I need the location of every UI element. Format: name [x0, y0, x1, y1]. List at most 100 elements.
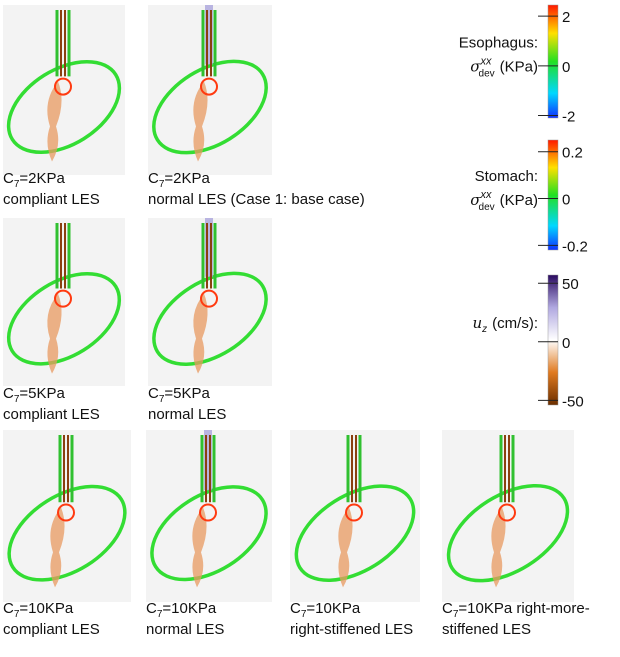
les-bulb	[57, 503, 75, 522]
caption-line1: C7=5KPa	[3, 385, 66, 405]
label-subscript: z	[481, 324, 487, 335]
panel	[442, 430, 574, 602]
panel	[148, 5, 272, 175]
les-bulb	[54, 77, 72, 96]
caption-subscript: 7	[14, 394, 20, 405]
panel	[3, 218, 125, 386]
velocity-plume	[491, 507, 506, 588]
caption-line1: C7=10KPa	[290, 600, 361, 620]
caption-value: =5KPa	[19, 385, 65, 402]
caption-subscript: 7	[159, 179, 165, 190]
caption-line2: normal LES	[148, 406, 226, 423]
panel	[290, 430, 420, 602]
caption-symbol: C	[148, 385, 159, 402]
label-subscript: dev	[479, 69, 495, 80]
stomach-wall	[152, 59, 268, 155]
label-symbol: σ	[470, 191, 481, 209]
caption-symbol: C	[3, 385, 14, 402]
caption-line2: normal LES (Case 1: base case)	[148, 191, 365, 208]
caption-subscript: 7	[301, 609, 307, 620]
caption-value: =10KPa	[19, 600, 73, 617]
caption-line2: compliant LES	[3, 191, 100, 208]
esophagus-inner	[206, 10, 212, 77]
panel	[3, 430, 131, 602]
stomach-wall	[294, 484, 416, 583]
les-bulb	[200, 289, 218, 308]
esophagus-inner	[206, 223, 212, 289]
colorbar-tick-label: 2	[562, 9, 570, 26]
velocity-plume	[193, 293, 208, 374]
caption-symbol: C	[442, 600, 453, 617]
colorbar-tick-label: -0.2	[562, 238, 588, 255]
colorbar-label: σxx dev (KPa)	[470, 56, 538, 80]
caption-line2: right-stiffened LES	[290, 621, 413, 638]
stomach-wall	[152, 271, 268, 366]
colorbar	[547, 4, 559, 119]
caption-symbol: C	[148, 170, 159, 187]
esophagus-inner	[60, 10, 66, 77]
caption-line2: stiffened LES	[442, 621, 531, 638]
label-superscript: xx	[480, 189, 493, 201]
panel	[148, 218, 272, 386]
colorbar-tick-label: 50	[562, 276, 579, 293]
caption-value: =10KPa right-more-	[458, 600, 589, 617]
caption-subscript: 7	[159, 394, 165, 405]
caption-line1: C7=10KPa right-more-	[442, 600, 590, 620]
esophagus-inner	[60, 223, 66, 289]
label-unit: (KPa)	[500, 59, 538, 76]
label-unit: (cm/s):	[492, 315, 538, 332]
les-bulb	[200, 77, 218, 96]
esophagus-inner	[504, 435, 510, 503]
upward-flow	[204, 430, 212, 491]
colorbar-tick-label: 0	[562, 335, 570, 352]
caption-line2: compliant LES	[3, 406, 100, 423]
panel	[3, 5, 125, 175]
caption-line1: C7=10KPa	[146, 600, 217, 620]
caption-value: =2KPa	[19, 170, 65, 187]
les-bulb	[345, 503, 363, 522]
colorbar-tick-label: -2	[562, 109, 575, 126]
les-bulb	[54, 289, 72, 308]
stomach-wall	[6, 272, 122, 366]
esophagus-inner	[205, 435, 211, 503]
colorbar-label: uz (cm/s):	[473, 314, 539, 335]
velocity-plume	[193, 81, 208, 162]
upward-flow	[205, 218, 213, 277]
colorbar-title: Stomach:	[475, 168, 538, 185]
colorbar-tick-label: 0	[562, 192, 570, 209]
label-superscript: xx	[480, 56, 493, 68]
label-symbol: σ	[470, 58, 481, 76]
panel	[146, 430, 272, 602]
velocity-plume	[338, 507, 353, 588]
caption-subscript: 7	[14, 609, 20, 620]
caption-line2: normal LES	[146, 621, 224, 638]
caption-value: =10KPa	[162, 600, 216, 617]
esophagus-inner	[63, 435, 69, 503]
caption-value: =10KPa	[306, 600, 360, 617]
label-symbol: u	[473, 314, 483, 332]
stomach-wall	[446, 483, 570, 583]
velocity-plume	[50, 507, 65, 588]
caption-value: =2KPa	[164, 170, 210, 187]
caption-line1: C7=2KPa	[148, 170, 211, 190]
caption-value: =5KPa	[164, 385, 210, 402]
colorbar	[547, 274, 559, 406]
upward-flow	[205, 5, 213, 65]
colorbar	[547, 139, 559, 251]
colorbar-tick-label: 0	[562, 59, 570, 76]
caption-line1: C7=10KPa	[3, 600, 74, 620]
caption-subscript: 7	[453, 609, 459, 620]
caption-subscript: 7	[157, 609, 163, 620]
caption-line1: C7=2KPa	[3, 170, 66, 190]
colorbar-tick-label: 0.2	[562, 145, 583, 162]
les-bulb	[199, 503, 217, 522]
caption-symbol: C	[3, 170, 14, 187]
colorbar-title: Esophagus:	[459, 35, 538, 52]
colorbar-label: σxx dev (KPa)	[470, 189, 538, 213]
velocity-plume	[47, 293, 62, 374]
colorbar-tick-label: -50	[562, 393, 584, 410]
caption-line1: C7=5KPa	[148, 385, 211, 405]
caption-symbol: C	[146, 600, 157, 617]
esophagus-inner	[351, 435, 357, 503]
